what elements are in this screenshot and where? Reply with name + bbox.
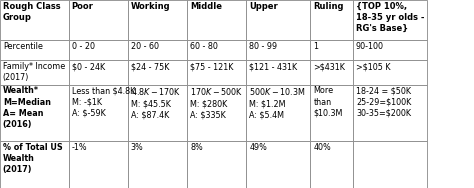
Text: Working: Working <box>131 2 171 11</box>
Bar <box>310 60 353 85</box>
Bar <box>0 141 69 188</box>
Text: 8%: 8% <box>190 143 203 152</box>
Bar <box>187 141 246 188</box>
Text: Less than $4.8K
M: -$1K
A: $-59K: Less than $4.8K M: -$1K A: $-59K <box>72 86 135 118</box>
Text: $0 - 24K: $0 - 24K <box>72 62 105 71</box>
Bar <box>0 40 69 60</box>
Bar <box>187 0 246 40</box>
Bar <box>310 141 353 188</box>
Text: % of Total US
Wealth
(2017): % of Total US Wealth (2017) <box>3 143 63 174</box>
Bar <box>0 85 69 141</box>
Text: 0 - 20: 0 - 20 <box>72 42 95 51</box>
Bar <box>246 85 310 141</box>
Text: Family* Income
(2017): Family* Income (2017) <box>3 62 65 82</box>
Text: Rough Class
Group: Rough Class Group <box>3 2 61 22</box>
Bar <box>128 141 187 188</box>
Bar <box>69 0 128 40</box>
Bar <box>69 40 128 60</box>
Text: {TOP 10%,
18-35 yr olds -
RG's Base}: {TOP 10%, 18-35 yr olds - RG's Base} <box>356 2 425 33</box>
Bar <box>69 85 128 141</box>
Text: 80 - 99: 80 - 99 <box>249 42 277 51</box>
Bar <box>187 40 246 60</box>
Text: 3%: 3% <box>131 143 144 152</box>
Text: Middle: Middle <box>190 2 222 11</box>
Text: 60 - 80: 60 - 80 <box>190 42 218 51</box>
Bar <box>187 85 246 141</box>
Bar <box>310 0 353 40</box>
Bar <box>246 40 310 60</box>
Text: 49%: 49% <box>249 143 267 152</box>
Text: 1: 1 <box>313 42 319 51</box>
Text: $4.8K - $170K
M: $45.5K
A: $87.4K: $4.8K - $170K M: $45.5K A: $87.4K <box>131 86 181 120</box>
Bar <box>353 141 427 188</box>
Text: $24 - 75K: $24 - 75K <box>131 62 169 71</box>
Bar <box>310 40 353 60</box>
Text: Ruling: Ruling <box>313 2 344 11</box>
Text: -1%: -1% <box>72 143 87 152</box>
Bar <box>128 60 187 85</box>
Text: >$105 K: >$105 K <box>356 62 391 71</box>
Bar <box>69 60 128 85</box>
Bar <box>353 40 427 60</box>
Bar <box>353 85 427 141</box>
Text: Wealth*
M=Median
A= Mean
(2016): Wealth* M=Median A= Mean (2016) <box>3 86 51 129</box>
Bar <box>246 141 310 188</box>
Text: 90-100: 90-100 <box>356 42 384 51</box>
Text: Upper: Upper <box>249 2 278 11</box>
Bar <box>187 60 246 85</box>
Text: 18-24 = $50K
25-29=$100K
30-35=$200K: 18-24 = $50K 25-29=$100K 30-35=$200K <box>356 86 411 118</box>
Bar <box>0 60 69 85</box>
Bar <box>353 0 427 40</box>
Text: $121 - 431K: $121 - 431K <box>249 62 298 71</box>
Bar <box>246 0 310 40</box>
Bar <box>353 60 427 85</box>
Bar <box>310 85 353 141</box>
Text: More
than
$10.3M: More than $10.3M <box>313 86 343 118</box>
Bar <box>69 141 128 188</box>
Bar <box>128 85 187 141</box>
Bar <box>128 0 187 40</box>
Text: $75 - 121K: $75 - 121K <box>190 62 234 71</box>
Text: $170K - $500K
M: $280K
A: $335K: $170K - $500K M: $280K A: $335K <box>190 86 243 120</box>
Text: Poor: Poor <box>72 2 93 11</box>
Bar <box>128 40 187 60</box>
Bar <box>246 60 310 85</box>
Text: 40%: 40% <box>313 143 331 152</box>
Text: Percentile: Percentile <box>3 42 43 51</box>
Bar <box>0 0 69 40</box>
Text: $500K - $10.3M
M: $1.2M
A: $5.4M: $500K - $10.3M M: $1.2M A: $5.4M <box>249 86 306 120</box>
Text: 20 - 60: 20 - 60 <box>131 42 159 51</box>
Text: >$431K: >$431K <box>313 62 345 71</box>
